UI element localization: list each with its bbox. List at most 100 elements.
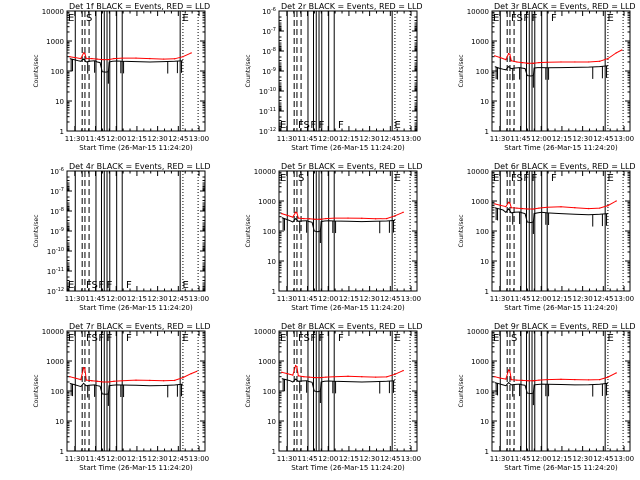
x-tick-label: 11:45: [510, 455, 530, 463]
lld-data-point: [507, 369, 510, 371]
y-tick-label: 10-10: [259, 87, 276, 96]
lld-data-point: [532, 208, 534, 210]
lld-data-point: [96, 380, 98, 382]
x-tick-label: 13:00: [189, 295, 209, 303]
flag-label: FS: [511, 13, 523, 24]
y-tick-label: 10-7: [50, 187, 64, 196]
lld-data-point: [505, 378, 507, 380]
lld-data-point: [361, 376, 363, 378]
x-tick-label: 12:30: [148, 295, 168, 303]
lld-data-point: [507, 201, 510, 203]
flag-label: F: [310, 333, 316, 344]
lld-data-point: [546, 378, 548, 381]
lld-data-point: [333, 217, 335, 219]
lld-data-point: [527, 62, 529, 64]
lld-data-point: [325, 376, 327, 378]
lld-data-point: [402, 211, 404, 213]
lld-data-point: [286, 214, 288, 217]
lld-data-point: [375, 376, 377, 378]
y-tick-label: 10-8: [50, 207, 64, 216]
lld-data-point: [615, 52, 617, 54]
flag-label: E: [608, 13, 614, 24]
lld-data-point: [402, 369, 404, 372]
y-tick-label: 10-12: [259, 127, 276, 136]
y-tick-label: 10000: [254, 328, 276, 336]
x-tick-label: 12:15: [339, 455, 359, 463]
y-tick-label: 1000: [471, 358, 489, 366]
y-tick-label: 10: [55, 418, 64, 426]
x-tick-label: 12:45: [593, 295, 613, 303]
lld-data-point: [386, 217, 388, 220]
lld-data-point: [314, 376, 316, 379]
lld-data-point: [294, 365, 297, 367]
y-tick-label: 10-9: [50, 227, 64, 236]
lld-data-point: [607, 57, 609, 60]
x-tick-label: 12:15: [552, 455, 572, 463]
lld-data-point: [394, 215, 396, 217]
lld-data-point: [505, 206, 507, 208]
y-tick-label: 10000: [42, 328, 64, 336]
lld-data-point: [113, 380, 115, 382]
lld-data-point: [494, 203, 496, 205]
flag-label: E: [395, 333, 401, 344]
x-tick-label: 12:15: [552, 295, 572, 303]
y-tick-label: 10-9: [262, 67, 276, 76]
y-tick-label: 10-11: [259, 107, 276, 116]
lld-data-point: [347, 375, 349, 377]
lld-data-point: [574, 207, 576, 209]
y-axis-label: Counts/sec: [245, 214, 252, 247]
x-tick-label: 11:45: [297, 295, 317, 303]
y-tick-label: 10000: [467, 328, 489, 336]
x-axis-label: Start Time (26-Mar-15 11:24:20): [291, 464, 405, 472]
x-tick-label: 13:00: [189, 135, 209, 143]
lld-data-point: [281, 371, 283, 373]
lld-data-point: [85, 57, 87, 60]
x-tick-label: 12:30: [148, 455, 168, 463]
lld-data-point: [80, 378, 82, 381]
x-tick-label: 13:00: [401, 295, 421, 303]
y-tick-label: 10: [267, 258, 276, 266]
lld-data-point: [615, 200, 617, 202]
lld-data-point: [538, 207, 540, 209]
lld-data-point: [325, 217, 327, 220]
flag-label: FS: [86, 333, 98, 344]
y-tick-label: 10-8: [262, 47, 276, 56]
lld-data-point: [499, 56, 501, 59]
lld-data-point: [135, 57, 137, 59]
lld-data-point: [394, 373, 396, 375]
x-axis-label: Start Time (26-Mar-15 11:24:20): [504, 144, 618, 152]
y-axis-label: Counts/sec: [458, 374, 465, 407]
panel-title: Det 1f BLACK = Events, RED = LLD: [69, 2, 210, 11]
lld-series-line: [494, 200, 617, 210]
flag-label: E: [395, 120, 401, 131]
lld-data-point: [297, 375, 299, 377]
lld-data-point: [588, 379, 590, 381]
panel-title: Det 9r BLACK = Events, RED = LLD: [494, 322, 636, 331]
x-tick-label: 11:30: [65, 135, 85, 143]
lld-data-point: [599, 207, 601, 209]
flag-label: E: [183, 280, 189, 291]
lld-data-point: [308, 218, 310, 220]
y-tick-label: 1: [485, 448, 489, 456]
lld-data-point: [149, 57, 151, 60]
lld-data-point: [599, 60, 601, 62]
lld-data-point: [509, 370, 511, 372]
lld-data-point: [510, 378, 512, 381]
x-tick-label: 11:45: [85, 295, 105, 303]
y-tick-label: 1: [60, 128, 64, 136]
lld-data-point: [174, 58, 176, 60]
flag-label: E: [395, 173, 401, 184]
lld-data-point: [80, 57, 82, 60]
x-tick-label: 12:30: [148, 135, 168, 143]
y-tick-label: 1: [60, 448, 64, 456]
lld-data-point: [560, 378, 562, 380]
x-tick-label: 12:15: [339, 295, 359, 303]
lld-data-point: [91, 57, 93, 60]
lld-data-point: [574, 61, 576, 63]
x-axis-label: Start Time (26-Mar-15 11:24:20): [504, 304, 618, 312]
x-tick-label: 12:00: [318, 455, 338, 463]
lld-data-point: [84, 368, 86, 370]
lld-data-point: [96, 58, 98, 60]
flag-label: E: [280, 173, 286, 184]
flag-label: F: [338, 120, 344, 131]
